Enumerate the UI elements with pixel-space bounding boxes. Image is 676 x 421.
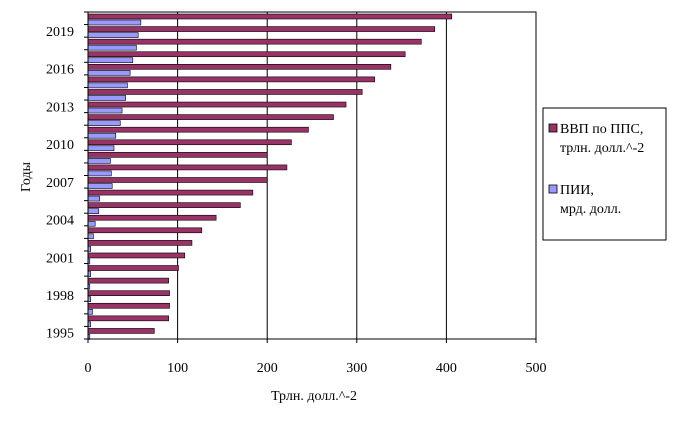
y-axis-ticks: 1995 1998 2001 2004 2007 2010 2013 2016 2019 [46,11,88,342]
bar-gdp-2012 [87,114,334,120]
bar-fdi-2015 [87,82,128,89]
legend: ВВП по ППС, трлн. долл.^-2 ПИИ, мрд. дол… [542,107,667,241]
legend-swatch-gdp [548,123,558,133]
y-tick-label: 2001 [46,251,74,266]
y-tick-label: 2016 [46,63,74,78]
bar-gdp-1998 [87,290,170,296]
bar-fdi-2019 [87,32,139,38]
x-axis-title: Трлн. долл.^-2 [271,389,357,404]
plot-area-frame [87,11,537,340]
legend-label-gdp-line2: трлн. долл.^-2 [560,141,644,156]
y-tick-label: 2004 [46,214,74,229]
bar-fdi-2009 [87,158,111,164]
x-tick-label: 500 [526,361,547,376]
bar-gdp-2011 [87,126,309,133]
bar-fdi-2007 [87,183,113,189]
x-tick-label: 400 [436,361,457,376]
bar-fdi-2011 [87,132,117,139]
x-tick-label: 100 [167,361,188,376]
x-axis-ticks: 0 100 200 300 400 500 [85,339,547,376]
bar-gdp-2005 [87,202,241,208]
bar-fdi-2017 [87,57,134,64]
bar-gdp-2004 [87,214,217,221]
bar-gdp-2014 [87,89,363,95]
bar-fdi-2020 [87,19,142,26]
x-tick-label: 0 [85,361,92,376]
bars [87,13,453,340]
legend-label-fdi-line1: ПИИ, [560,183,594,198]
y-tick-label: 2019 [46,25,74,40]
legend-swatch-fdi [548,184,558,194]
legend-box [542,107,667,241]
bar-gdp-2006 [87,189,254,196]
bar-fdi-1997 [87,308,93,315]
bar-fdi-2004 [87,220,96,227]
bar-gdp-2001 [87,252,186,259]
bar-gdp-1995 [87,328,155,334]
bar-gdp-1996 [87,315,169,322]
bar-fdi-2003 [87,233,94,240]
legend-label-fdi-line2: мрд. долл. [560,202,621,217]
x-tick-label: 300 [346,361,367,376]
bar-gdp-2009 [87,152,268,158]
bar-gdp-2013 [87,101,347,108]
bar-gdp-2018 [87,38,422,45]
y-axis-title: Годы [19,161,34,192]
bar-fdi-2006 [87,195,100,202]
bar-fdi-2005 [87,208,100,214]
bar-gdp-2008 [87,164,288,171]
y-tick-label: 1998 [46,289,74,304]
bar-fdi-2016 [87,70,131,76]
bar-fdi-2018 [87,44,137,51]
bar-gdp-2003 [87,227,203,234]
x-tick-label: 200 [257,361,278,376]
bar-gdp-2017 [87,51,406,58]
bar-gdp-2019 [87,26,436,32]
y-tick-label: 1995 [46,327,74,342]
bar-fdi-2013 [87,107,123,114]
bar-gdp-2002 [87,240,193,246]
bar-fdi-2008 [87,170,112,177]
legend-label-gdp-line1: ВВП по ППС, [560,122,643,137]
bar-gdp-2015 [87,76,376,83]
bar-gdp-2007 [87,177,268,183]
y-tick-label: 2010 [46,138,74,153]
y-tick-label: 2013 [46,100,74,115]
gridlines [177,12,447,339]
bar-gdp-1999 [87,277,169,284]
bar-gdp-2020 [87,13,453,20]
bar-gdp-2016 [87,64,392,70]
bar-gdp-2000 [87,265,179,271]
bar-gdp-2010 [87,139,292,146]
bar-gdp-1997 [87,302,170,309]
bar-fdi-2012 [87,120,121,126]
bar-fdi-2014 [87,95,126,101]
bar-fdi-2010 [87,145,115,152]
y-tick-label: 2007 [46,176,74,191]
